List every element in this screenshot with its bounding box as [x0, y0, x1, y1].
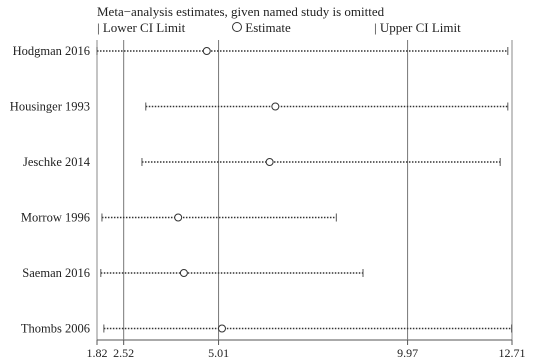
study-label: Saeman 2016	[22, 266, 90, 280]
upper-ci-legend-label: Upper CI Limit	[379, 20, 461, 35]
chart-title: Meta−analysis estimates, given named stu…	[97, 4, 385, 19]
estimate-point	[265, 158, 274, 166]
x-tick-label: 1.82	[87, 346, 108, 360]
estimate-point	[217, 324, 226, 333]
estimate-point	[179, 269, 188, 277]
x-tick-label: 12.71	[499, 346, 526, 360]
legend-estimate: Estimate	[232, 20, 291, 36]
estimate-legend-label: Estimate	[245, 20, 291, 35]
estimate-point	[202, 47, 211, 55]
lower-ci-legend-marker: |	[97, 20, 100, 35]
legend-upper: | Upper CI Limit	[374, 20, 461, 36]
lower-ci-legend-label: Lower CI Limit	[102, 20, 186, 35]
x-tick-label: 2.52	[113, 346, 134, 360]
estimate-circle-icon	[232, 22, 242, 32]
study-label: Thombs 2006	[21, 322, 90, 336]
estimate-point	[271, 102, 280, 111]
x-tick-label: 9.97	[397, 346, 418, 360]
upper-ci-legend-marker: |	[374, 20, 377, 35]
study-label: Jeschke 2014	[23, 155, 91, 169]
x-tick-label: 5.01	[208, 346, 229, 360]
estimate-point	[174, 213, 183, 222]
study-label: Housinger 1993	[10, 100, 90, 114]
study-label: Hodgman 2016	[13, 44, 90, 58]
legend-lower: | Lower CI Limit	[97, 20, 185, 36]
study-label: Morrow 1996	[21, 211, 90, 225]
